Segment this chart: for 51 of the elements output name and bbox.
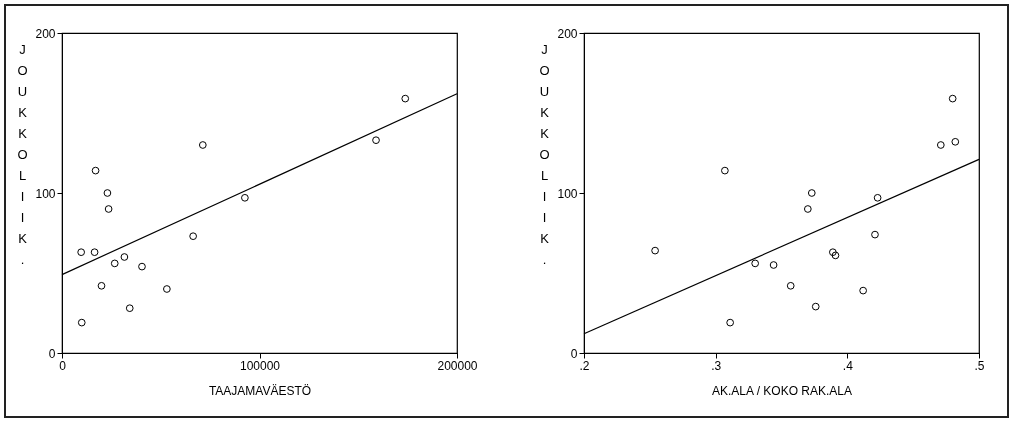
point — [807, 189, 816, 197]
x-axis-title: TAAJAMAVÄESTÖ — [208, 383, 312, 398]
y-tick-label: 0 — [570, 346, 578, 361]
y-tick-label: 100 — [35, 186, 56, 201]
point — [871, 230, 879, 239]
x-tick-label: .4 — [842, 358, 854, 373]
point — [104, 205, 113, 213]
x-tick-label: .2 — [579, 358, 590, 373]
point — [91, 166, 100, 175]
x-axis-title: AK.ALA / KOKO RAK.ALA — [711, 383, 853, 398]
text: JOUKKOLIIK. — [539, 41, 550, 267]
y-tick-label: 0 — [48, 346, 56, 361]
text: JOUKKOLIIK. — [17, 41, 28, 267]
point — [198, 141, 207, 149]
point — [138, 262, 146, 271]
point — [803, 205, 812, 213]
point — [97, 281, 106, 290]
point — [948, 94, 957, 103]
point — [125, 304, 134, 313]
point — [401, 94, 410, 103]
point — [103, 189, 112, 197]
point — [163, 285, 171, 293]
point — [811, 302, 820, 311]
point — [859, 286, 867, 295]
point — [721, 166, 729, 175]
point — [77, 318, 86, 327]
x-tick-label: 200000 — [437, 358, 478, 373]
y-tick-label: 100 — [557, 186, 578, 201]
point — [110, 259, 119, 268]
point — [831, 251, 840, 260]
point — [726, 318, 734, 327]
y-tick-label: 200 — [557, 26, 578, 41]
point — [241, 193, 249, 202]
y-tick-label: 200 — [35, 26, 56, 41]
x-tick-label: 0 — [59, 358, 67, 373]
point — [120, 253, 129, 261]
point — [90, 248, 99, 257]
point — [951, 137, 960, 146]
point — [769, 261, 778, 269]
point — [936, 141, 945, 149]
x-tick-label: 100000 — [239, 358, 281, 373]
point — [651, 246, 659, 255]
point — [873, 193, 882, 202]
point — [751, 259, 760, 268]
x-tick-label: .3 — [711, 358, 722, 373]
point — [829, 248, 837, 257]
point — [786, 281, 795, 290]
point — [189, 232, 197, 241]
point — [372, 136, 380, 145]
point — [77, 248, 86, 257]
x-tick-label: .5 — [974, 358, 985, 373]
